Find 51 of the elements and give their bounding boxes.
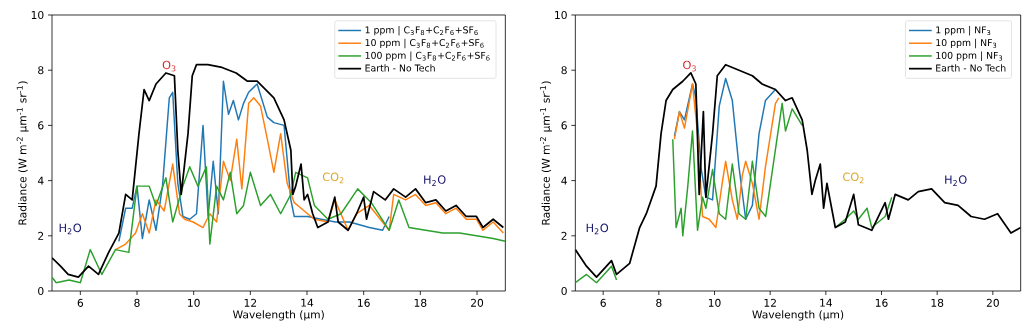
legend-label: 10 ppm | NF$_{3}$ [936, 38, 997, 49]
y-tick-label: 2 [38, 231, 44, 240]
x-tick-label: 12 [764, 298, 776, 307]
legend-label: 100 ppm | NF$_{3}$ [936, 51, 1003, 61]
x-tick-label: 8 [134, 298, 140, 307]
annotation: CO$_{2}$ [843, 172, 864, 184]
legend-label: Earth - No Tech [365, 64, 435, 72]
x-tick-label: 10 [708, 298, 721, 307]
y-tick-label: 6 [561, 121, 567, 130]
y-axis-title: Radiance (W m$^{-2}$ μm$^{-1}$ sr$^{-1}$) [16, 81, 29, 225]
x-tick-label: 12 [244, 298, 257, 307]
x-tick-label: 16 [875, 298, 888, 307]
x-tick-label: 14 [820, 298, 833, 307]
y-tick-label: 0 [561, 286, 567, 296]
y-tick-label: 2 [561, 231, 567, 240]
x-axis-title: Wavelength (μm) [752, 310, 844, 321]
x-tick-label: 10 [188, 298, 200, 307]
x-tick-label: 20 [470, 298, 484, 307]
annotation: H$_{2}$O [945, 175, 967, 186]
y-tick-label: 8 [38, 66, 44, 75]
x-tick-label: 6 [77, 298, 84, 307]
line-series [118, 80, 390, 243]
x-tick-label: 16 [358, 298, 370, 307]
x-tick-label: 6 [600, 298, 606, 307]
text: 1 ppm | C$_{3}$F$_{8}$+C$_{2}$F$_{6}$+SF$_{6}$ [365, 26, 478, 36]
annotation: O$_{3}$ [162, 60, 176, 72]
x-tick-label: 14 [301, 298, 314, 307]
legend-label: Earth - No Tech [936, 64, 1006, 72]
x-tick-label: 18 [931, 298, 944, 307]
annotation: H$_{2}$O [586, 223, 609, 235]
legend-label: 1 ppm | NF$_{3}$ [936, 26, 991, 36]
annotation: O$_{3}$ [683, 60, 696, 72]
y-tick-label: 10 [555, 10, 567, 20]
annotation: H$_{2}$O [59, 223, 82, 235]
line-series [114, 97, 505, 251]
y-axis-title: Radiance (W m$^{-2}$ μm$^{-1}$ sr$^{-1}$) [539, 81, 552, 225]
x-tick-label: 8 [656, 298, 662, 307]
y-tick-label: 4 [37, 176, 44, 185]
y-tick-label: 8 [561, 66, 567, 75]
y-tick-label: 10 [31, 10, 44, 20]
annotation: H$_{2}$O [424, 175, 446, 186]
x-axis-title: Wavelength (μm) [232, 310, 324, 321]
text: 100 ppm | C$_{3}$F$_{8}$+C$_{2}$F$_{6}$+SF$_{6}$ [365, 51, 490, 61]
line-series [52, 166, 506, 284]
x-tick-label: 18 [414, 298, 427, 307]
x-tick-label: 20 [986, 298, 999, 307]
y-tick-label: 6 [38, 121, 44, 130]
y-tick-label: 4 [561, 176, 567, 185]
text: 10 ppm | C$_{3}$F$_{8}$+C$_{2}$F$_{6}$+SF$_{6}$ [365, 38, 484, 49]
y-tick-label: 0 [38, 286, 44, 296]
annotation: CO$_{2}$ [322, 172, 344, 184]
